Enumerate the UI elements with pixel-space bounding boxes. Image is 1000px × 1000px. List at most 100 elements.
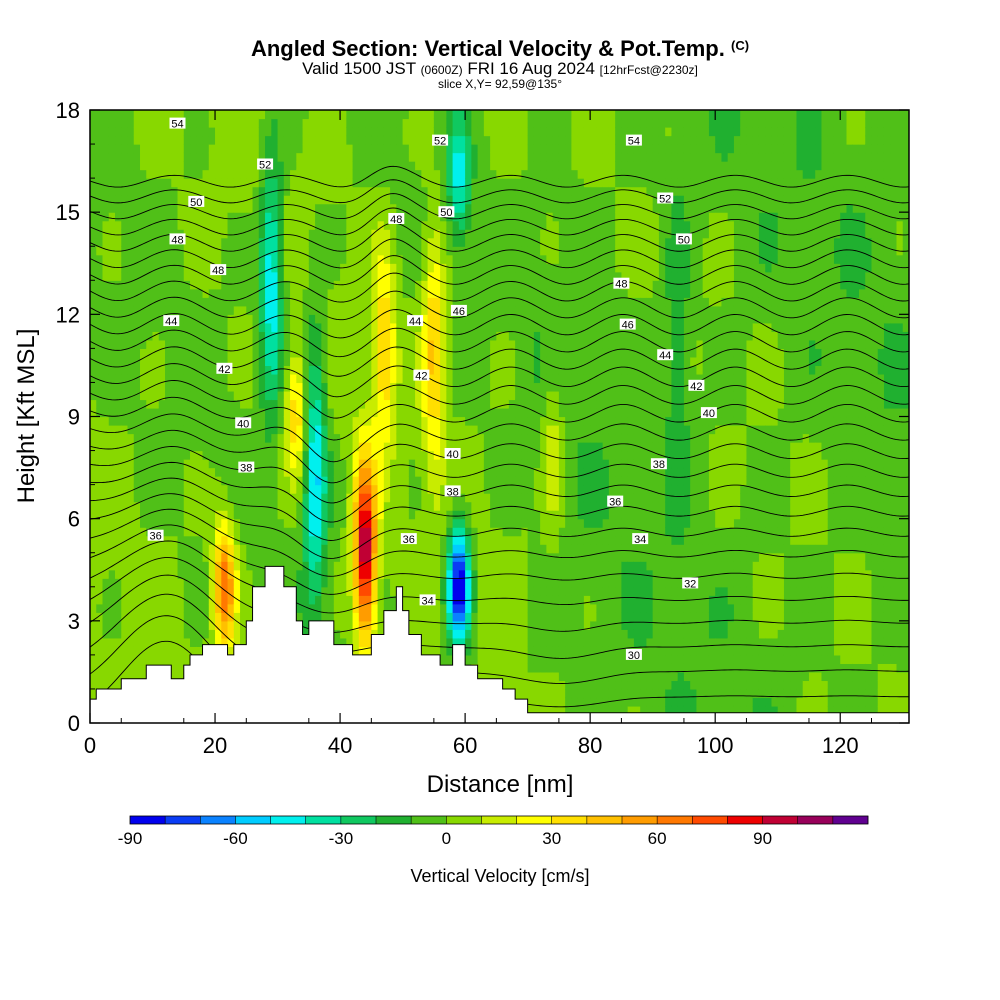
velocity-cell bbox=[152, 569, 160, 579]
velocity-cell bbox=[415, 620, 422, 630]
velocity-cell bbox=[308, 331, 316, 341]
velocity-cell bbox=[483, 348, 491, 358]
velocity-cell bbox=[252, 450, 260, 460]
velocity-cell bbox=[177, 578, 185, 588]
velocity-cell bbox=[477, 535, 485, 545]
velocity-cell bbox=[221, 510, 229, 520]
velocity-cell bbox=[477, 459, 485, 469]
velocity-cell bbox=[171, 382, 179, 392]
velocity-cell bbox=[183, 144, 191, 154]
velocity-cell bbox=[315, 331, 322, 341]
velocity-cell bbox=[396, 561, 404, 571]
velocity-cell bbox=[183, 476, 191, 486]
velocity-cell bbox=[421, 620, 429, 630]
velocity-cell bbox=[290, 203, 297, 213]
velocity-cell bbox=[421, 501, 429, 511]
velocity-cell bbox=[390, 110, 397, 120]
velocity-cell bbox=[346, 544, 354, 554]
velocity-cell bbox=[302, 510, 310, 520]
velocity-cell bbox=[515, 331, 522, 341]
velocity-cell bbox=[127, 331, 135, 341]
velocity-cell bbox=[308, 518, 316, 528]
velocity-cell bbox=[383, 382, 391, 392]
velocity-cell bbox=[508, 288, 516, 298]
velocity-cell bbox=[315, 518, 322, 528]
velocity-cell bbox=[127, 646, 135, 656]
velocity-cell bbox=[177, 620, 185, 630]
velocity-cell bbox=[208, 365, 216, 375]
velocity-cell bbox=[240, 280, 247, 290]
velocity-cell bbox=[508, 365, 516, 375]
velocity-cell bbox=[121, 671, 129, 682]
velocity-cell bbox=[302, 280, 310, 290]
velocity-cell bbox=[133, 127, 141, 137]
velocity-cell bbox=[352, 144, 360, 154]
velocity-cell bbox=[171, 561, 179, 571]
velocity-cell bbox=[115, 152, 122, 162]
velocity-cell bbox=[271, 390, 279, 401]
velocity-cell bbox=[152, 646, 160, 656]
velocity-cell bbox=[96, 425, 104, 435]
velocity-cell bbox=[202, 390, 210, 401]
velocity-cell bbox=[371, 237, 379, 247]
velocity-cell bbox=[240, 339, 247, 349]
velocity-cell bbox=[140, 493, 147, 503]
velocity-cell bbox=[96, 459, 104, 469]
velocity-cell bbox=[333, 254, 341, 264]
velocity-cell bbox=[196, 263, 204, 273]
velocity-cell bbox=[221, 425, 229, 435]
velocity-cell bbox=[515, 271, 522, 281]
velocity-cell bbox=[121, 203, 129, 213]
velocity-cell bbox=[158, 637, 166, 647]
velocity-cell bbox=[121, 195, 129, 205]
velocity-cell bbox=[108, 178, 116, 188]
velocity-cell bbox=[340, 152, 347, 162]
velocity-cell bbox=[90, 416, 97, 426]
velocity-cell bbox=[146, 322, 154, 332]
velocity-cell bbox=[365, 518, 372, 528]
velocity-cell bbox=[346, 476, 354, 486]
velocity-cell bbox=[371, 373, 379, 384]
velocity-cell bbox=[115, 527, 122, 537]
velocity-cell bbox=[258, 144, 266, 154]
velocity-cell bbox=[121, 425, 129, 435]
velocity-cell bbox=[96, 501, 104, 511]
velocity-cell bbox=[458, 220, 466, 230]
velocity-cell bbox=[458, 271, 466, 281]
velocity-cell bbox=[133, 348, 141, 358]
velocity-cell bbox=[458, 373, 466, 384]
velocity-cell bbox=[190, 263, 197, 273]
velocity-cell bbox=[390, 433, 397, 443]
velocity-cell bbox=[471, 603, 479, 613]
velocity-cell bbox=[127, 399, 135, 409]
velocity-cell bbox=[127, 654, 135, 664]
velocity-cell bbox=[246, 254, 254, 264]
velocity-cell bbox=[146, 152, 154, 162]
velocity-cell bbox=[327, 612, 335, 622]
velocity-cell bbox=[277, 229, 285, 239]
velocity-cell bbox=[502, 612, 510, 622]
velocity-cell bbox=[96, 127, 104, 137]
velocity-cell bbox=[427, 169, 435, 179]
velocity-cell bbox=[452, 407, 460, 418]
velocity-cell bbox=[302, 518, 310, 528]
velocity-cell bbox=[521, 637, 529, 647]
velocity-cell bbox=[221, 212, 229, 222]
velocity-cell bbox=[265, 442, 272, 452]
velocity-cell bbox=[521, 578, 529, 588]
velocity-cell bbox=[415, 339, 422, 349]
velocity-cell bbox=[158, 407, 166, 418]
velocity-cell bbox=[296, 237, 304, 247]
velocity-cell bbox=[227, 476, 235, 486]
velocity-cell bbox=[283, 263, 291, 273]
velocity-cell bbox=[365, 586, 372, 596]
velocity-cell bbox=[315, 595, 322, 605]
velocity-cell bbox=[115, 203, 122, 213]
velocity-cell bbox=[408, 407, 416, 418]
velocity-cell bbox=[221, 603, 229, 613]
velocity-cell bbox=[283, 518, 291, 528]
velocity-cell bbox=[133, 135, 141, 145]
velocity-cell bbox=[521, 646, 529, 656]
velocity-cell bbox=[483, 476, 491, 486]
velocity-cell bbox=[127, 203, 135, 213]
